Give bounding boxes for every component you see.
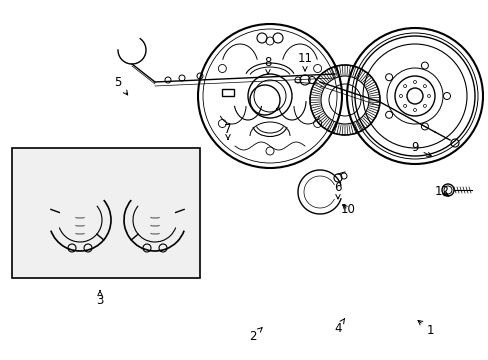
Text: 11: 11 [297,51,312,71]
Text: 12: 12 [434,185,448,198]
Text: 8: 8 [264,55,271,74]
Text: 1: 1 [417,320,433,337]
Text: 5: 5 [114,76,127,95]
Bar [12,148,200,278]
Text: 6: 6 [334,181,341,199]
Text: 3: 3 [96,291,103,306]
Text: 10: 10 [340,203,355,216]
Bar [222,89,234,96]
Text: 2: 2 [249,328,262,342]
Text: 9: 9 [410,141,431,156]
Text: 7: 7 [224,123,231,139]
Text: 4: 4 [334,319,344,334]
